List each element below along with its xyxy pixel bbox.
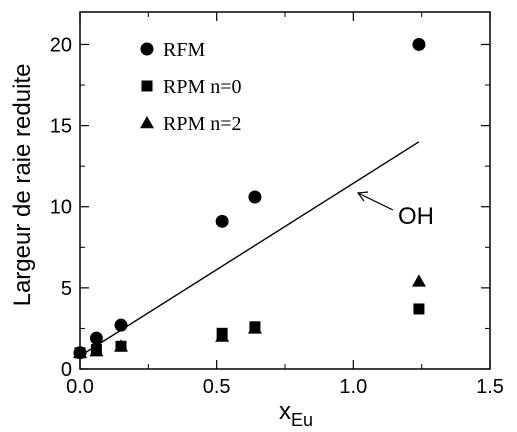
rpm-n2-point [215,329,230,342]
x-axis-title-sub: Eu [291,410,313,430]
x-axis-title-main: x [279,398,291,425]
legend: RFM RPM n=0 RPM n=2 [140,39,242,135]
y-axis-title: Largeur de raie reduite [9,64,36,307]
legend-rpm-n2-marker [140,116,154,129]
tick-labels: 0.0 0.5 1.0 1.5 0 5 10 15 20 [50,34,504,398]
oh-theory-line [79,141,420,357]
rpm-n2-point [411,274,426,287]
oh-annotation-arrow-head [356,191,369,202]
rpm-n0-point [413,303,425,315]
rpm-n2-point [114,339,128,352]
x-tick-label: 1.5 [476,376,504,398]
y-tick-label: 15 [50,116,72,138]
oh-annotation: OH [356,191,434,230]
legend-rpm-n0-label: RPM n=0 [163,76,242,98]
legend-rpm-n2-label: RPM n=2 [163,113,242,135]
x-tick-label: 0.0 [66,376,94,398]
x-tick-label: 0.5 [203,376,231,398]
oh-annotation-arrow-shaft [357,192,394,211]
rfm-point [412,37,426,51]
rfm-point [215,214,229,228]
legend-rpm-n0-marker [141,80,153,92]
data-points [73,37,426,360]
axis-ticks [79,12,491,370]
rpm-n2-point [247,321,262,334]
x-tick-label: 1.0 [339,376,367,398]
theory-line [79,141,420,357]
y-tick-label: 20 [50,34,72,56]
legend-rfm-label: RFM [163,39,205,61]
rfm-point [114,318,128,332]
rfm-point [248,190,262,204]
y-tick-label: 5 [61,278,72,300]
legend-rfm-marker [140,42,154,56]
x-axis-title: xEu [279,398,313,430]
oh-annotation-label: OH [398,203,434,230]
plot-border [79,11,491,370]
y-tick-label: 10 [50,197,72,219]
rpm-n2-point [89,344,104,357]
y-tick-label: 0 [61,359,72,381]
rfm-point [89,331,103,345]
rpm-n2-point [73,345,87,359]
plot-frame [79,11,491,370]
